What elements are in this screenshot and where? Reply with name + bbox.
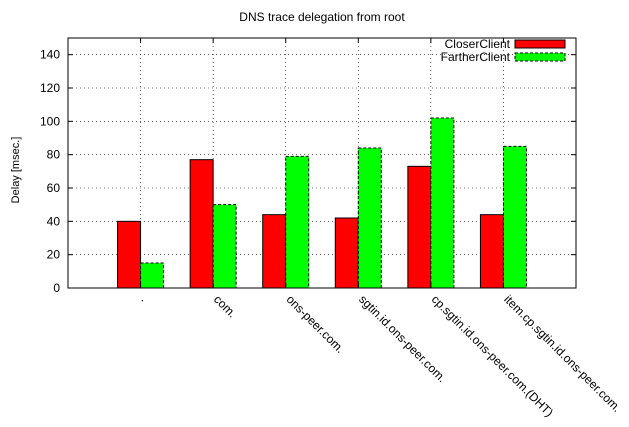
legend-swatch-closerclient [514,39,566,49]
y-tick-label: 120 [40,81,60,95]
plot-frame [67,37,577,289]
bar-fartherclient-2 [285,155,310,289]
legend-label-closerclient: CloserClient [445,37,511,51]
bar-fartherclient-3 [357,147,382,289]
y-tick-label: 100 [40,114,60,128]
y-tick-label: 140 [40,48,60,62]
y-tick-label: 60 [47,181,61,195]
bar-fartherclient-0 [140,262,165,289]
bar-closerclient-0 [117,220,142,289]
y-tick-label: 0 [53,281,60,295]
x-tick-label: . [138,292,150,304]
bars [117,117,527,289]
y-axis-label: Delay [msec.] [10,137,22,204]
x-tick-label: item.cp.sgtin.id.ons-peer.com. [501,292,624,415]
legend-label-fartherclient: FartherClient [441,50,511,64]
bar-closerclient-1 [189,159,214,289]
bar-closerclient-3 [334,217,359,289]
x-tick-label: com. [211,292,239,320]
chart-title: DNS trace delegation from root [239,10,405,24]
y-tick-label: 40 [47,214,61,228]
x-tick-label: ons-peer.com. [284,292,348,356]
bar-closerclient-4 [407,165,432,289]
bar-fartherclient-1 [212,204,237,289]
bar-closerclient-2 [262,214,287,289]
bar-fartherclient-4 [430,117,455,289]
x-tick-label: cp.sgtin.id.ons-peer.com.(DHT) [429,292,556,419]
legend-swatch-fartherclient [514,52,566,62]
bar-closerclient-5 [479,214,504,289]
y-tick-label: 80 [47,148,61,162]
bar-fartherclient-5 [502,145,527,289]
y-tick-label: 20 [47,248,61,262]
